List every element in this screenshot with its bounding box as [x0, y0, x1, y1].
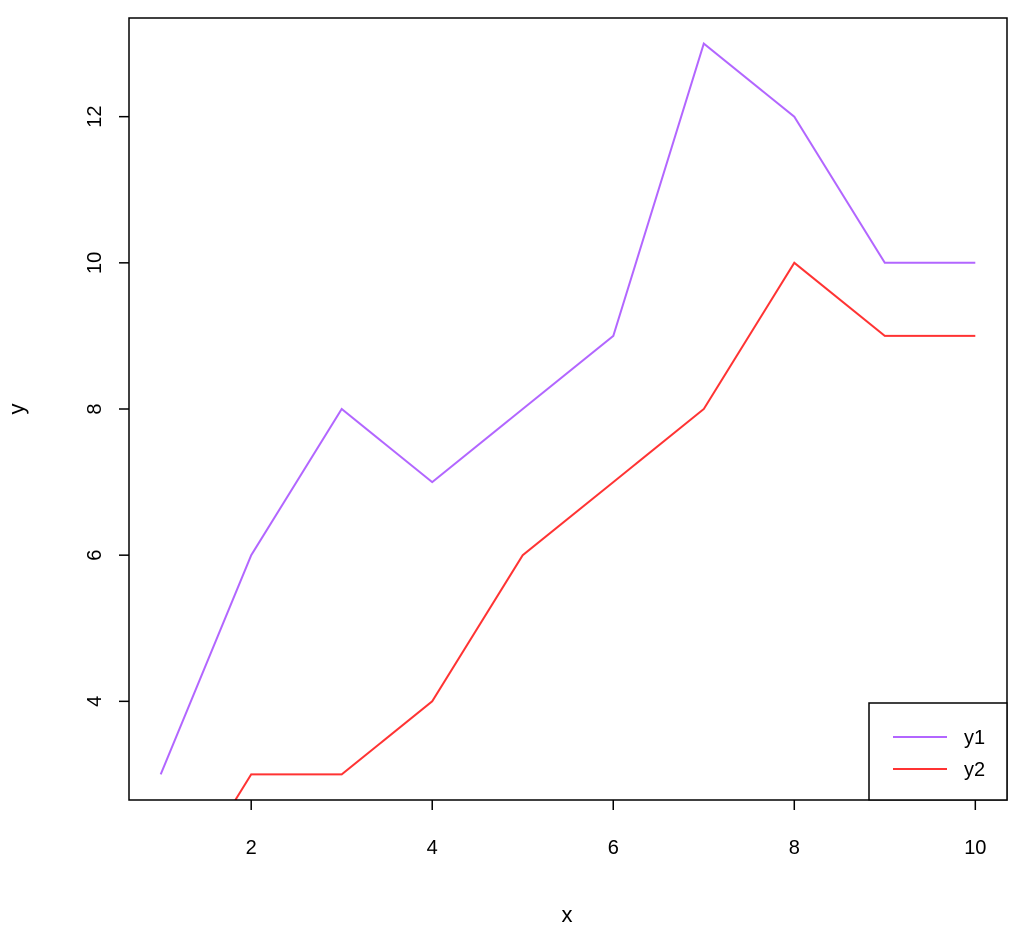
point-y1-3 — [340, 408, 343, 411]
point-y1-10 — [974, 261, 977, 264]
point-y2-8 — [793, 261, 796, 264]
series-layer — [159, 41, 977, 922]
y-tick-label-6: 6 — [84, 550, 106, 561]
series-line-y2 — [234, 261, 976, 800]
point-y1-5 — [521, 408, 524, 411]
point-y1-7 — [702, 42, 705, 45]
x-tick-label-10: 10 — [964, 837, 986, 859]
x-axis-title: x — [562, 902, 573, 927]
legend: y1 y2 — [868, 702, 1008, 801]
point-y1-2 — [250, 554, 253, 557]
y-tick-label-8: 8 — [84, 403, 106, 414]
point-y1-6 — [612, 334, 615, 337]
point-y2-4 — [431, 700, 434, 703]
legend-label-y1: y1 — [964, 727, 985, 749]
point-y2-1 — [159, 919, 162, 922]
x-axis: 2 4 6 8 10 — [246, 800, 986, 859]
x-tick-label-8: 8 — [789, 837, 800, 859]
point-y2-6 — [612, 481, 615, 484]
point-y2-2 — [250, 773, 253, 776]
point-y1-9 — [883, 261, 886, 264]
point-y2-3 — [340, 773, 343, 776]
point-y2-7 — [702, 408, 705, 411]
y-tick-label-10: 10 — [84, 252, 106, 274]
x-tick-label-4: 4 — [427, 837, 438, 859]
y-axis: 4 6 8 10 12 — [84, 106, 129, 707]
point-y2-10 — [974, 334, 977, 337]
point-y1-4 — [431, 481, 434, 484]
legend-box — [868, 702, 1008, 801]
point-y1-1 — [159, 773, 162, 776]
y-axis-title: y — [4, 404, 29, 415]
point-y1-8 — [793, 115, 796, 118]
plot-frame — [128, 17, 1008, 801]
point-y2-9 — [883, 334, 886, 337]
x-tick-label-2: 2 — [246, 837, 257, 859]
y-tick-label-12: 12 — [84, 106, 106, 128]
x-tick-label-6: 6 — [608, 837, 619, 859]
y-tick-label-4: 4 — [84, 696, 106, 707]
legend-label-y2: y2 — [964, 759, 985, 781]
series-line-y1 — [159, 41, 976, 775]
point-y2-5 — [521, 554, 524, 557]
